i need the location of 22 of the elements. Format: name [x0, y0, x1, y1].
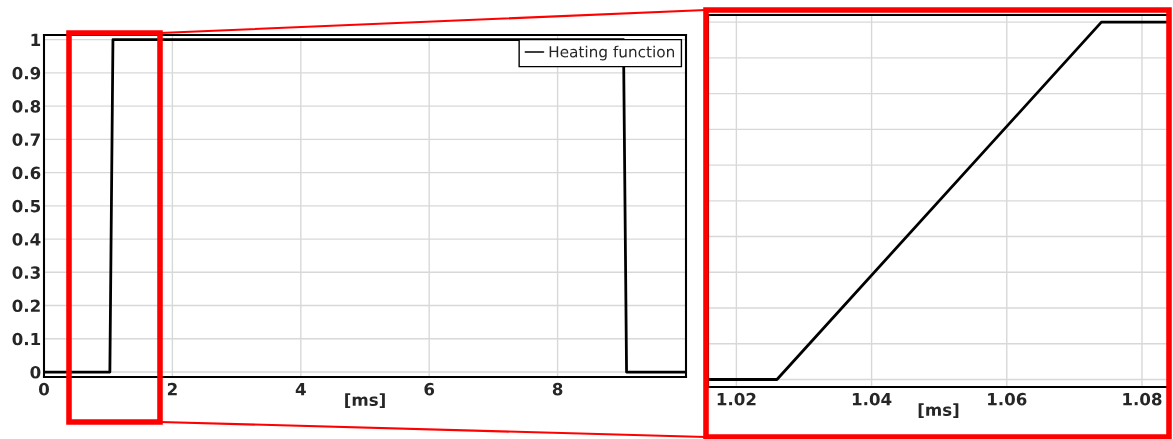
y-tick-label: 0.6	[12, 166, 41, 180]
x-tick-label: 6	[424, 382, 435, 396]
x-tick-label: 2	[167, 382, 177, 396]
y-tick-label: 0.7	[12, 133, 40, 146]
y-tick-label: 0.1	[12, 332, 41, 346]
y-tick-label: 0.8	[12, 100, 41, 113]
y-tick-label: 0.3	[12, 266, 40, 279]
x-axis-title: [ms]	[918, 403, 959, 418]
x-tick-label: 1.08	[1123, 392, 1162, 406]
x-tick-label: 1.06	[988, 392, 1027, 406]
x-tick-label: 1.04	[852, 392, 892, 406]
y-tick-label: 0.2	[12, 299, 40, 313]
y-tick-label: 0	[30, 365, 41, 379]
x-tick-label: 1.02	[717, 392, 756, 406]
x-tick-label: 4	[295, 383, 306, 396]
legend-label: Heating function	[549, 45, 675, 61]
x-tick-label: 8	[552, 382, 563, 396]
y-tick-label: 0.9	[12, 66, 41, 80]
y-tick-label: 0.5	[12, 199, 41, 213]
y-tick-label: 0.4	[12, 233, 41, 246]
x-axis-title: [ms]	[345, 393, 385, 408]
y-tick-label: 1	[31, 33, 41, 46]
